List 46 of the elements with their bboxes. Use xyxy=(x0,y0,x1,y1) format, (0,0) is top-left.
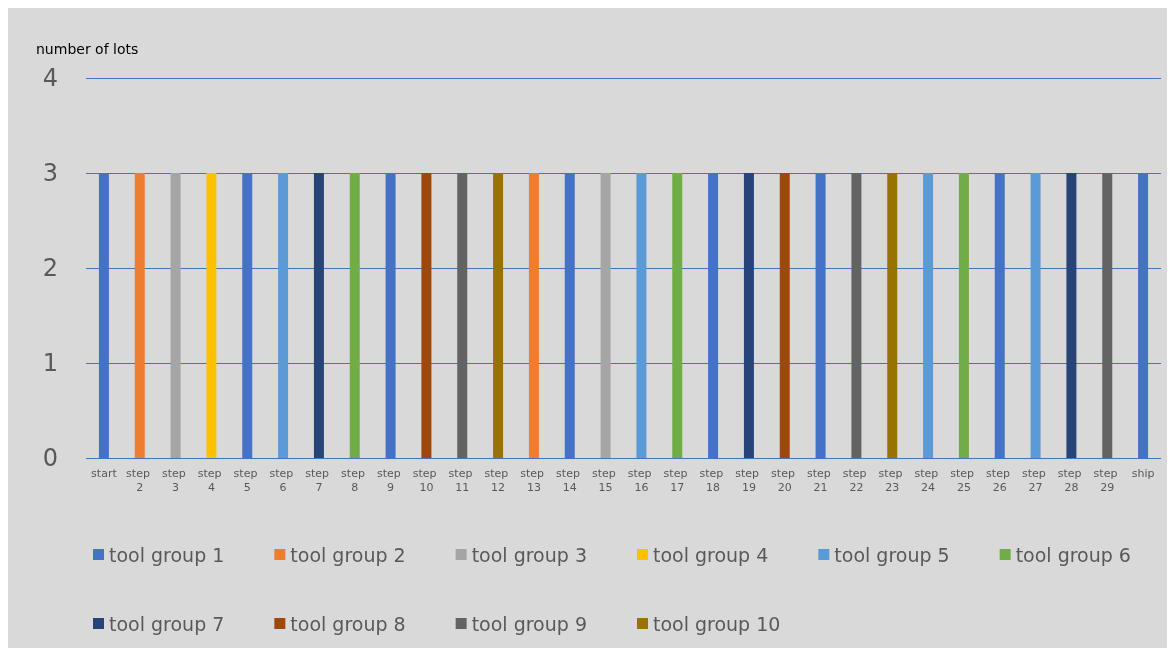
legend-label: tool group 5 xyxy=(834,543,950,566)
x-tick-label: step 16 xyxy=(627,466,656,494)
x-tick-label: step 2 xyxy=(126,466,154,494)
y-tick-label: 0 xyxy=(42,444,58,472)
x-tick-label: step 8 xyxy=(341,466,369,494)
x-tick-label: start xyxy=(91,466,118,480)
x-tick-label: step 9 xyxy=(376,466,405,494)
legend-label: tool group 1 xyxy=(109,543,225,566)
x-tick-label: step 24 xyxy=(914,466,942,494)
x-tick-label: step 3 xyxy=(161,466,190,494)
legend-label: tool group 7 xyxy=(109,612,225,635)
x-tick-label: step 27 xyxy=(1021,466,1050,494)
x-tick-label: step 6 xyxy=(269,466,297,494)
x-tick-label: step 5 xyxy=(233,466,261,494)
legend-label: tool group 6 xyxy=(1015,543,1131,566)
x-tick-label: step 11 xyxy=(448,466,476,494)
x-tick-label: step 12 xyxy=(484,466,512,494)
legend-label: tool group 2 xyxy=(290,543,406,566)
y-tick-label: 3 xyxy=(42,159,58,187)
legend-label: tool group 8 xyxy=(290,612,406,635)
x-tick-label: step 19 xyxy=(735,466,763,494)
x-tick-label: step 18 xyxy=(699,466,727,494)
x-tick-label: step 14 xyxy=(556,466,584,494)
y-axis-title: number of lots xyxy=(36,41,139,57)
y-tick-label: 4 xyxy=(42,64,58,92)
x-tick-label: step 10 xyxy=(412,466,441,494)
x-tick-label: step 17 xyxy=(663,466,691,494)
x-tick-label: step 22 xyxy=(842,466,871,494)
x-tick-label: step 28 xyxy=(1057,466,1086,494)
y-tick-label: 1 xyxy=(42,349,58,377)
x-tick-label: step 23 xyxy=(878,466,906,494)
legend-label: tool group 3 xyxy=(471,543,587,566)
x-tick-label: step 15 xyxy=(591,466,620,494)
y-tick-label: 2 xyxy=(42,254,58,282)
x-tick-label: step 20 xyxy=(771,466,799,494)
legend-label: tool group 4 xyxy=(652,543,769,566)
x-tick-label: step 21 xyxy=(806,466,835,494)
legend-label: tool group 9 xyxy=(471,612,587,635)
x-tick-label: step 29 xyxy=(1093,466,1121,494)
x-tick-label: step 25 xyxy=(950,466,978,494)
x-tick-label: step 26 xyxy=(986,466,1014,494)
x-tick-label: step 7 xyxy=(305,466,333,494)
x-tick-label: step 4 xyxy=(197,466,226,494)
x-tick-label: step 13 xyxy=(520,466,548,494)
legend-label: tool group 10 xyxy=(652,612,781,635)
x-tick-label: ship xyxy=(1131,466,1155,480)
